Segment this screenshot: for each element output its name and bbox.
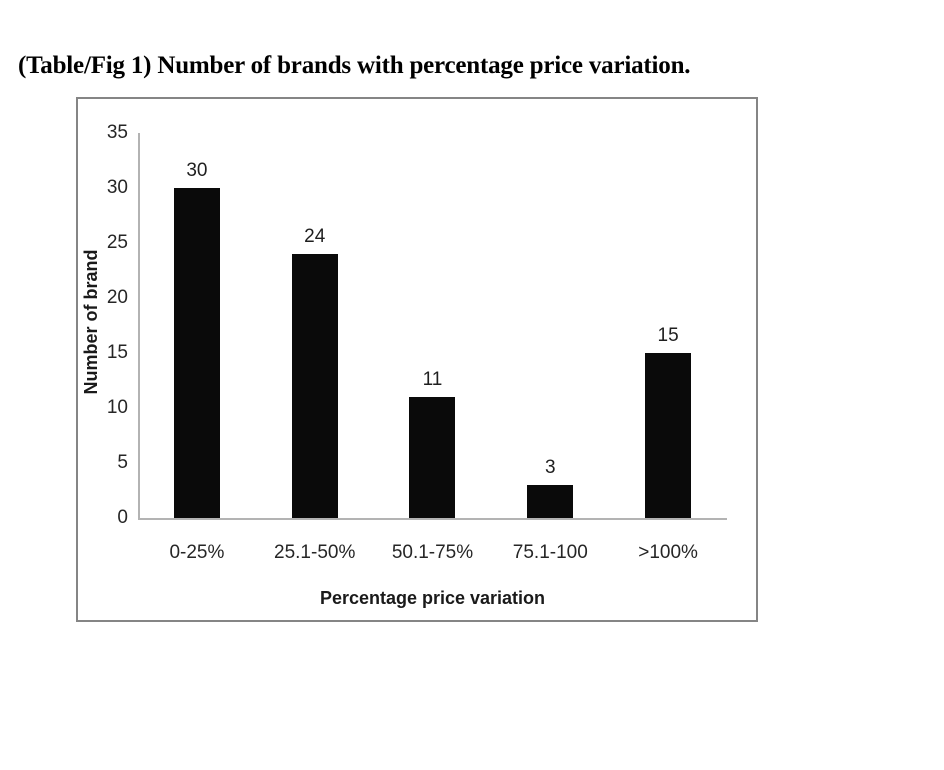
x-category-label: 25.1-50% [274,542,356,563]
y-axis-line [138,133,140,520]
bar-value-label: 11 [422,369,443,390]
x-category-label: 0-25% [169,542,225,563]
y-tick-label: 20 [106,287,128,308]
bar-0-25% [173,188,220,518]
y-axis-title: Number of brand [81,249,101,395]
bar-25.1-50% [291,254,338,518]
x-category-label: >100% [638,542,698,563]
bar-value-label: 3 [545,457,556,478]
bar-slot: 15 [609,133,727,518]
bar-value-label: 15 [657,325,679,346]
x-axis-title: Percentage price variation [319,588,546,608]
x-axis-category-labels: 0-25% 25.1-50% 50.1-75% 75.1-100 >100% [138,542,727,564]
y-tick-label: 25 [106,232,128,253]
bar-value-label: 30 [186,160,208,181]
bar-slot: 3 [491,133,609,518]
bar-slot: 30 [138,133,256,518]
bar->100% [645,353,692,518]
y-tick-label: 15 [106,342,128,363]
bar-slot: 11 [374,133,492,518]
bar-chart-frame: 0 5 10 15 20 25 30 35 30 24 11 3 15 0-25% 25.1-50% 50… [76,97,758,622]
y-tick-label: 0 [117,507,128,528]
bar-value-label: 24 [304,226,326,247]
figure-caption: (Table/Fig 1) Number of brands with perc… [18,52,691,79]
x-category-label: 50.1-75% [391,542,474,563]
plot-area: 30 24 11 3 15 [138,133,727,518]
y-tick-label: 30 [106,177,128,198]
x-category-label: 75.1-100 [512,542,588,563]
y-tick-label: 35 [106,122,128,143]
y-tick-label: 5 [117,452,128,473]
x-axis-line [138,518,727,520]
y-tick-label: 10 [106,397,128,418]
bar-slot: 24 [256,133,374,518]
bar-50.1-75% [409,397,456,518]
bar-75.1-100 [527,485,574,518]
